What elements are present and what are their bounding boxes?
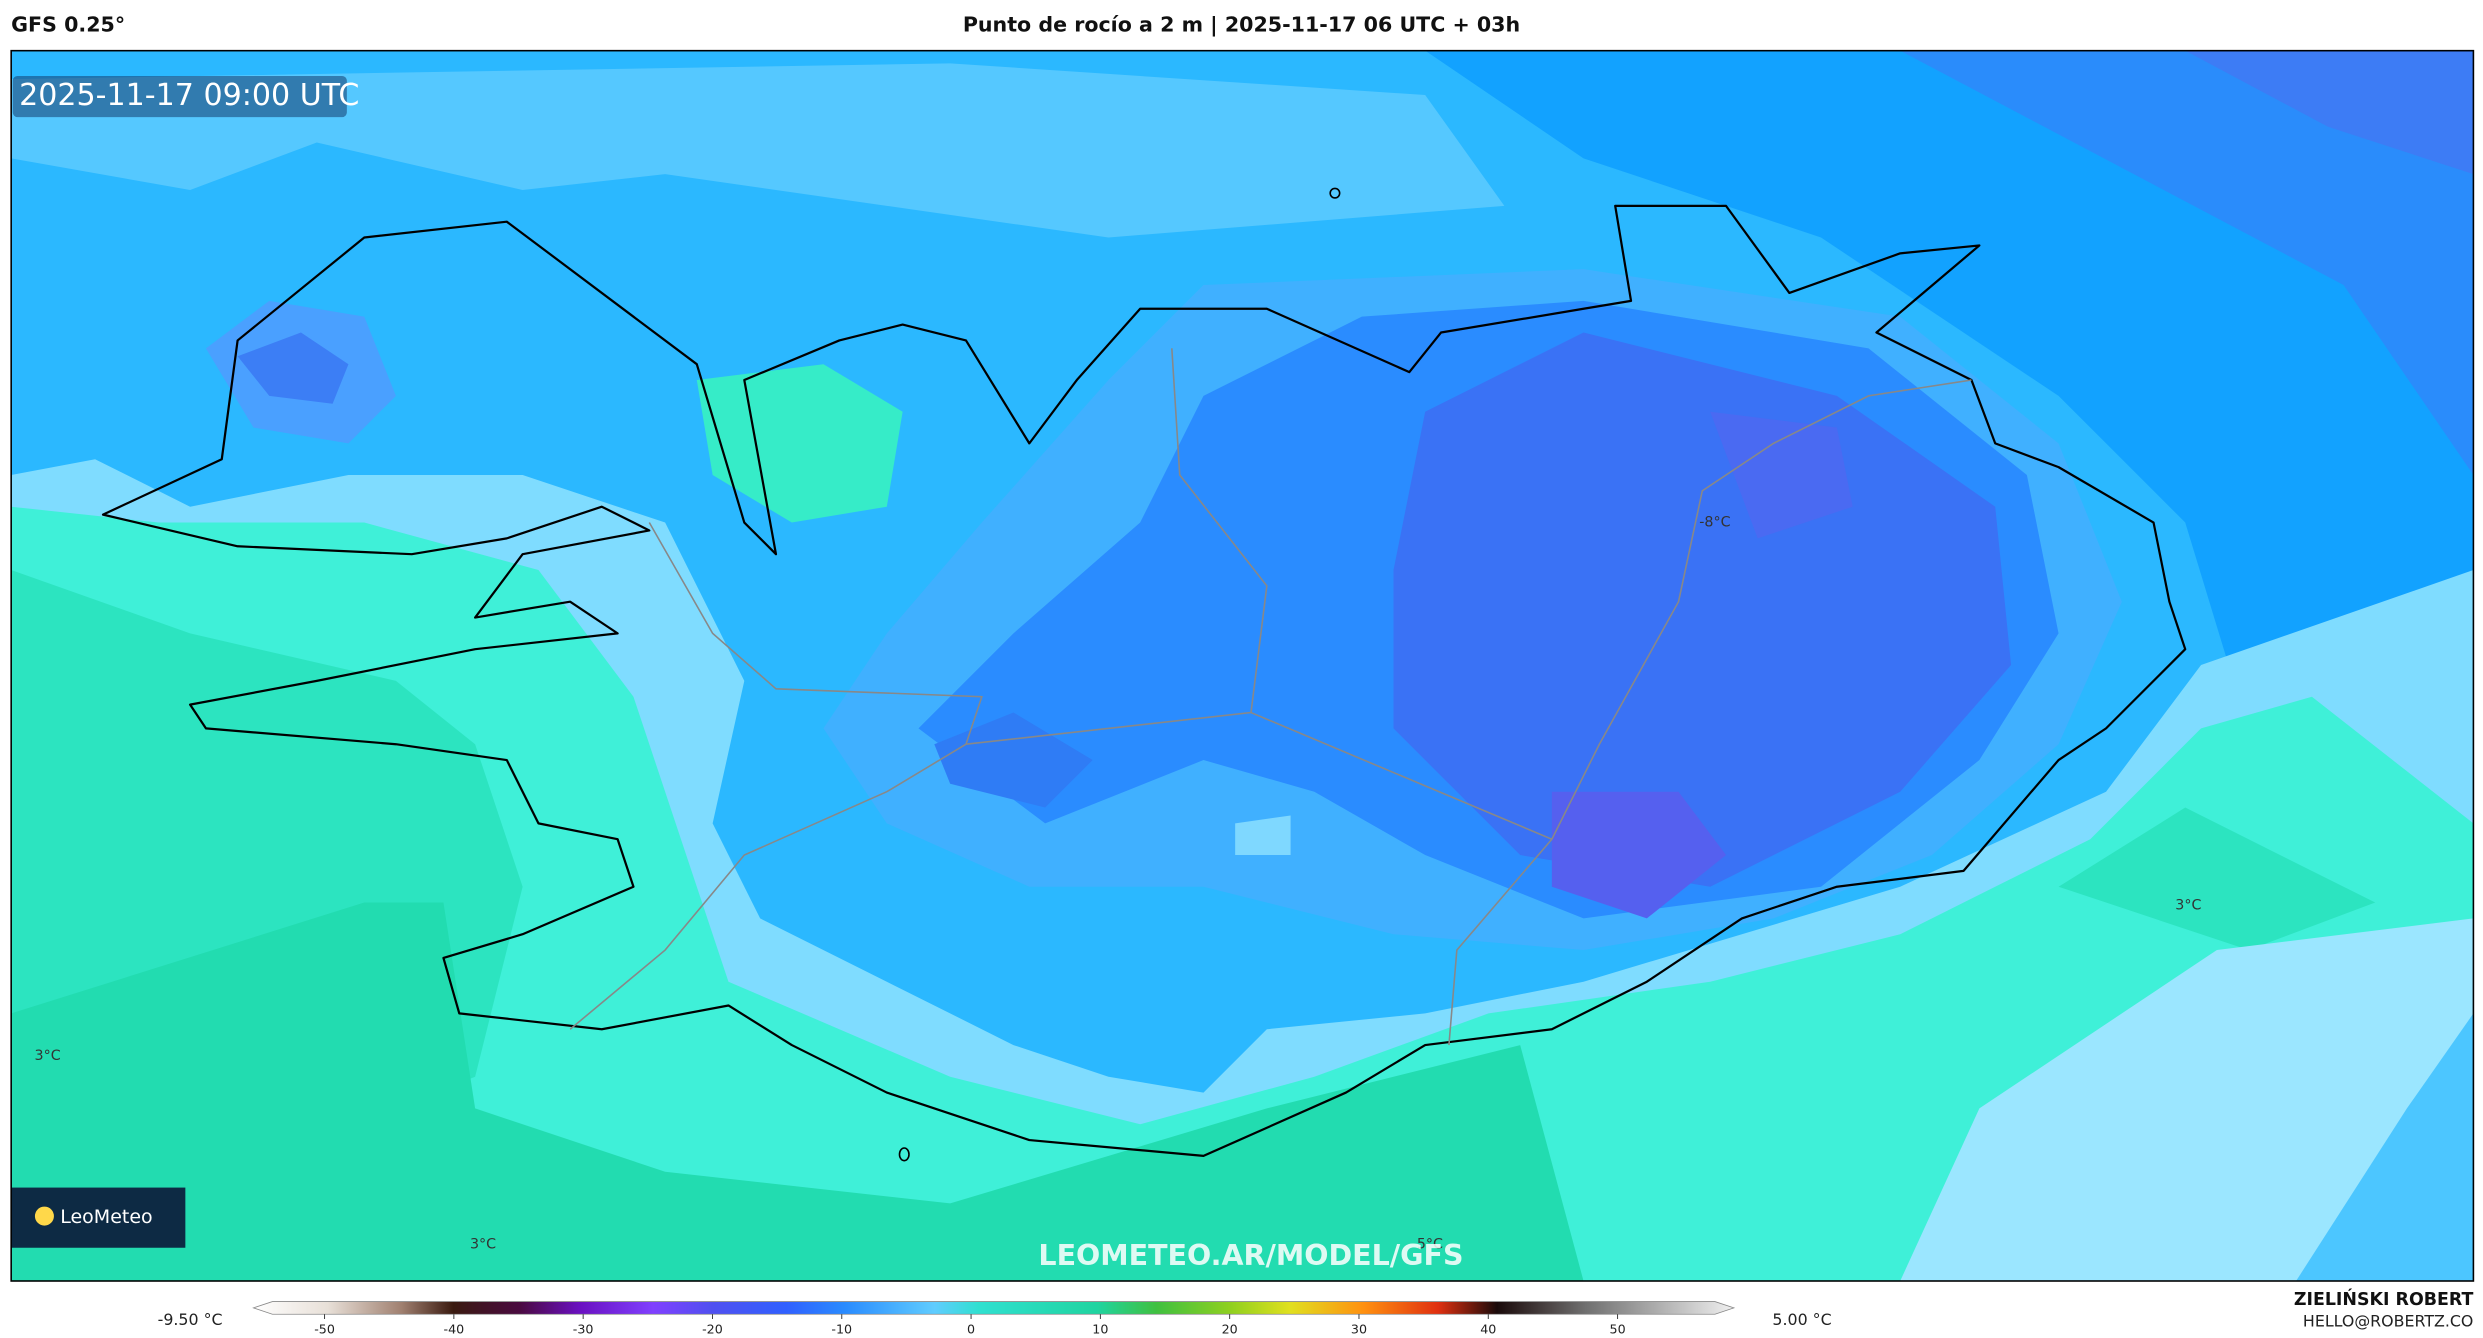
field-zone	[1425, 50, 2474, 1014]
field-zone	[1393, 332, 2012, 887]
colorbar-tick-label: -20	[702, 1322, 723, 1337]
field-zone	[11, 506, 2474, 1281]
field-zone	[237, 332, 349, 404]
field-zone	[1235, 815, 1291, 856]
road	[569, 348, 1972, 1046]
isotherm-label: 3°C	[470, 1237, 496, 1253]
colorbar-tick-label: 20	[1222, 1322, 1238, 1337]
field-zone	[1710, 411, 1853, 539]
colorbar-tick-label: -30	[573, 1322, 594, 1337]
colorbar-tick-label: -50	[314, 1322, 335, 1337]
isotherm-label: 3°C	[2175, 898, 2201, 914]
watermark: LEOMETEO.AR/MODEL/GFS	[1038, 1239, 1463, 1272]
field-zone	[1900, 50, 2474, 476]
logo-sun	[34, 1206, 54, 1226]
field-zone	[1900, 918, 2474, 1281]
model-label: GFS 0.25°	[11, 12, 125, 36]
field-zone	[2185, 50, 2474, 175]
field-zone	[11, 902, 1584, 1281]
coastline	[101, 204, 2187, 1158]
colorbar-tick-label: 10	[1092, 1322, 1108, 1337]
colorbar-tick-label: 30	[1351, 1322, 1367, 1337]
map-title: Punto de rocío a 2 m | 2025-11-17 06 UTC…	[963, 12, 1520, 37]
map-area: -8°C 3°C 3°C 3°C 5°C 2025-11-17 09:00 UT…	[11, 50, 2474, 1281]
isotherm-label: 5°C	[1417, 1237, 1443, 1253]
field-zone	[2058, 807, 2376, 951]
isotherm-label: 3°C	[35, 1048, 61, 1064]
field-zone	[2296, 1013, 2474, 1281]
colorbar-tick-label: 0	[967, 1322, 975, 1337]
email: HELLO@ROBERTZ.CO	[2303, 1312, 2473, 1331]
field-zone	[11, 63, 1505, 238]
island	[1329, 187, 1341, 199]
field-zone	[934, 712, 1093, 808]
colorbar-tick-label: -40	[444, 1322, 465, 1337]
colorbar-tick-label: -10	[831, 1322, 852, 1337]
field-zone	[1551, 791, 1727, 919]
timestamp-box	[12, 76, 347, 118]
colorbar	[252, 1301, 1736, 1315]
map-frame	[10, 49, 2475, 1282]
colorbar-tick-label: 50	[1610, 1322, 1626, 1337]
logo: LeoMeteo	[60, 1206, 152, 1228]
isotherm-label: -8°C	[1699, 515, 1730, 531]
colorbar-min: -9.50 °C	[158, 1310, 223, 1329]
colorbar-max: 5.00 °C	[1772, 1310, 1831, 1329]
timestamp: 2025-11-17 09:00 UTC	[19, 78, 359, 113]
author: ZIELIŃSKI ROBERT	[2294, 1288, 2474, 1310]
colorbar-tick-label: 40	[1480, 1322, 1496, 1337]
island	[898, 1147, 910, 1162]
